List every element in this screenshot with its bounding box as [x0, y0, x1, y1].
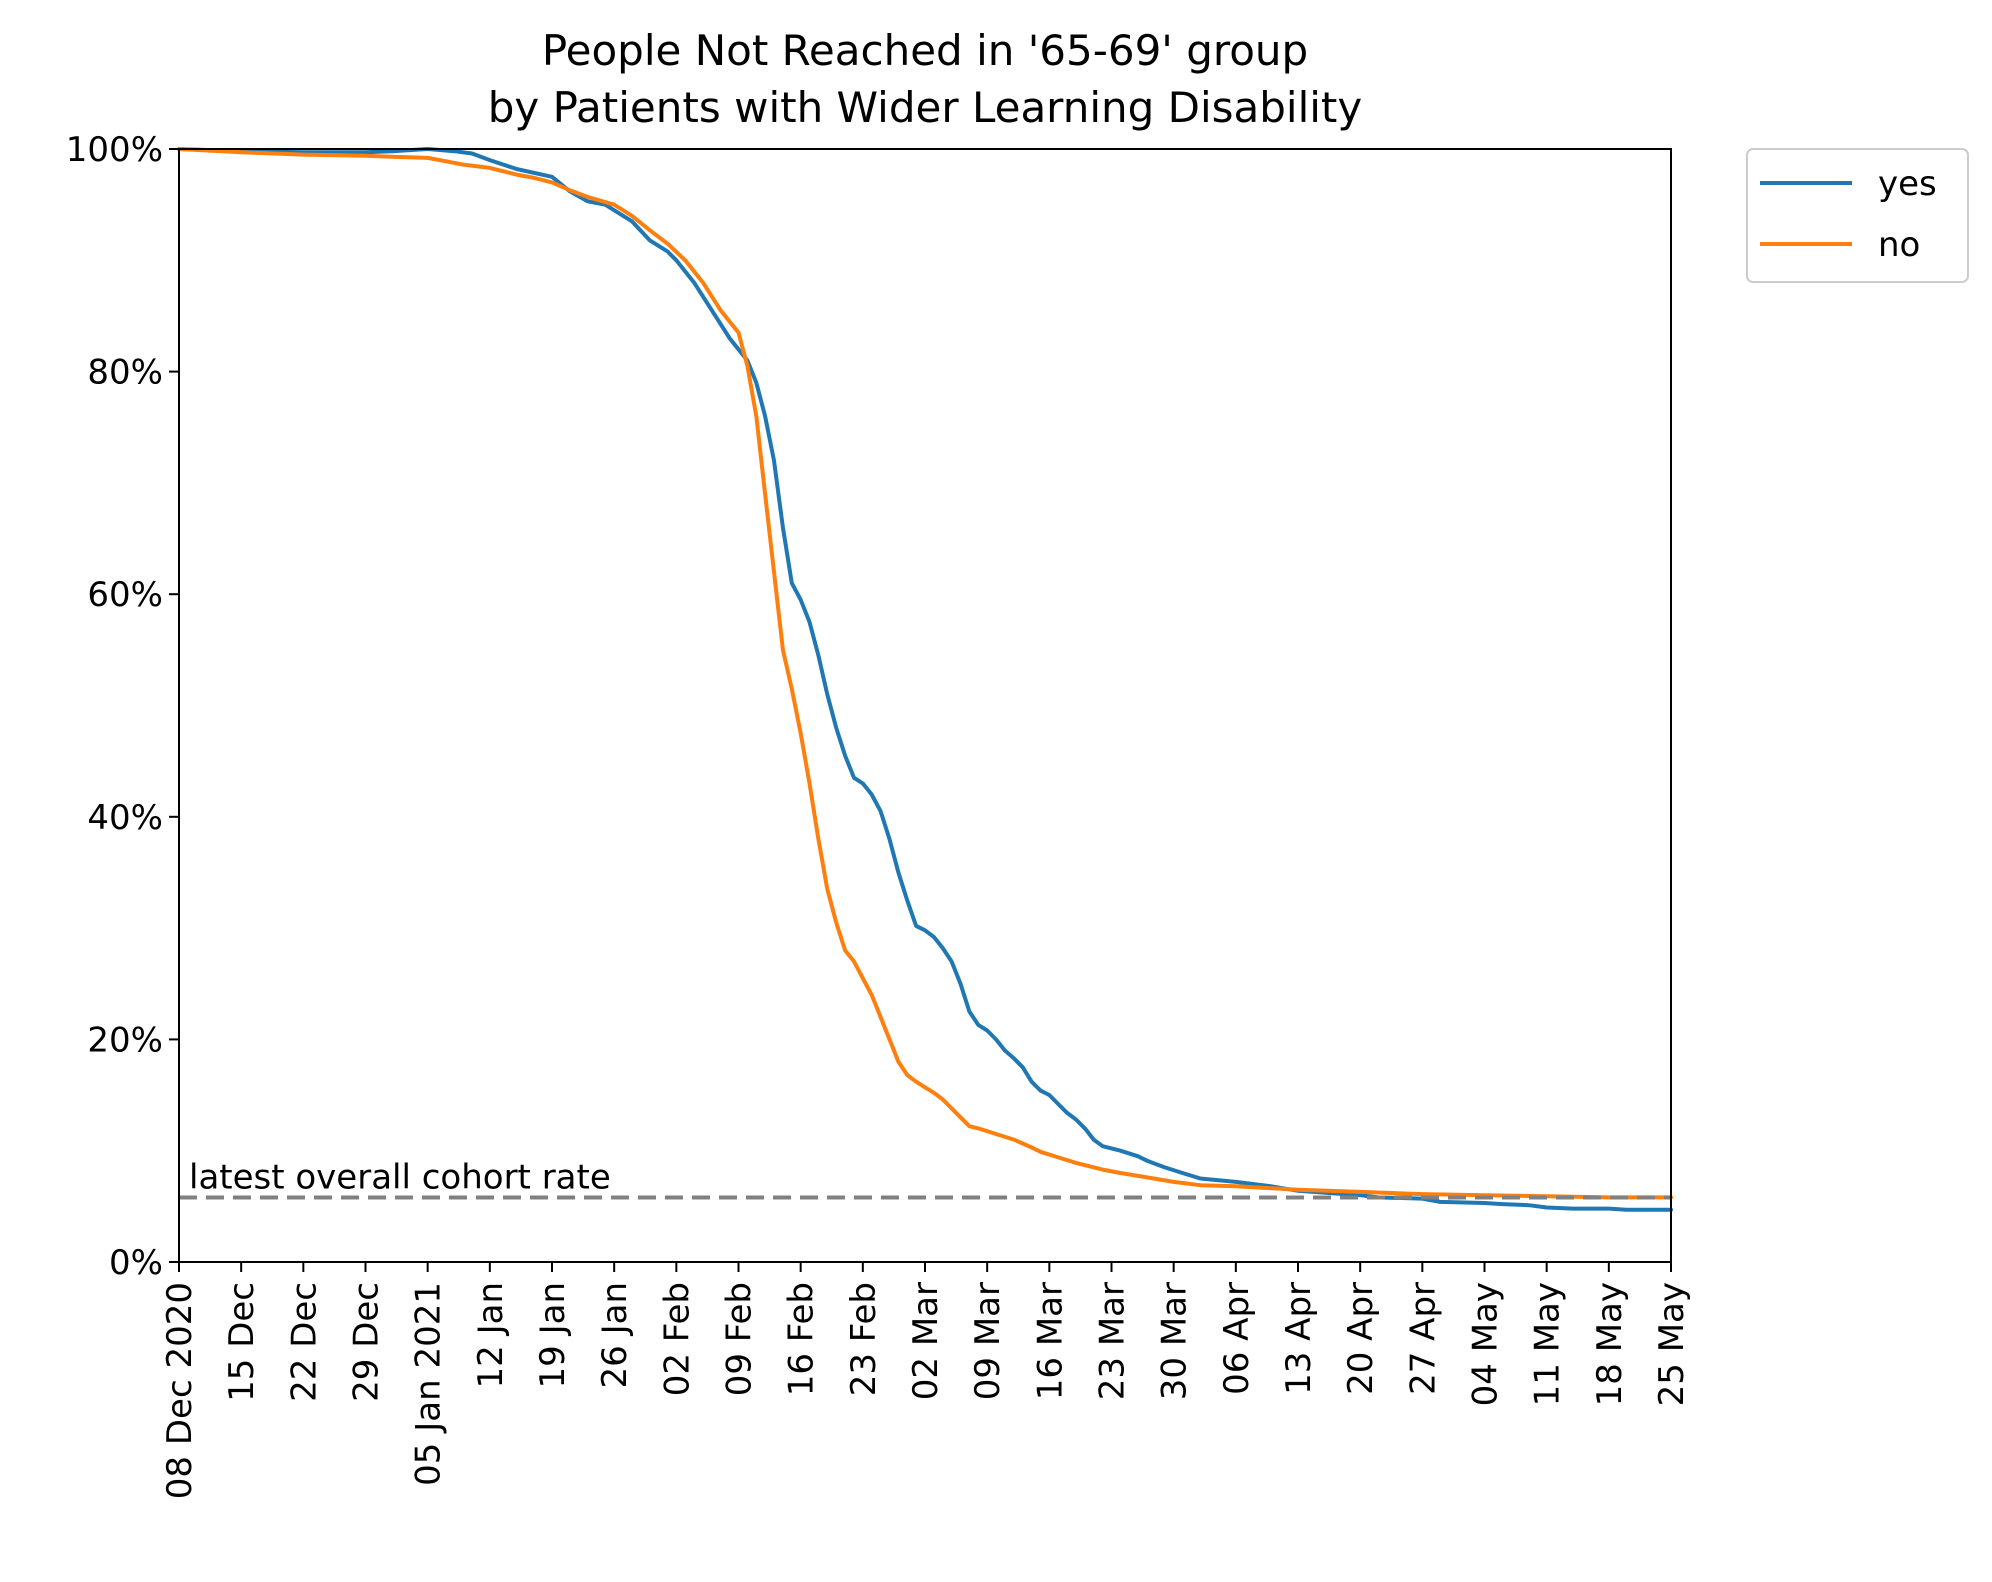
- x-tick-label: 25 May: [1652, 1282, 1692, 1406]
- y-tick-label: 20%: [87, 1020, 163, 1060]
- y-axis: 0% 20% 40% 60% 80% 100%: [66, 130, 179, 1283]
- x-tick-label: 04 May: [1466, 1282, 1506, 1406]
- x-tick-label: 20 Apr: [1341, 1282, 1381, 1395]
- x-tick-label: 02 Mar: [906, 1282, 946, 1400]
- x-tick-label: 05 Jan 2021: [409, 1282, 449, 1486]
- x-tick-label: 06 Apr: [1217, 1282, 1257, 1395]
- x-tick-label: 09 Feb: [720, 1282, 760, 1396]
- legend-label-yes: yes: [1878, 164, 1937, 204]
- x-tick-label: 16 Mar: [1030, 1282, 1070, 1400]
- series-line-yes: [177, 147, 1673, 1212]
- series-line-no: [177, 147, 1673, 1200]
- y-tick-label: 80%: [87, 353, 163, 393]
- x-tick-label: 27 Apr: [1403, 1282, 1443, 1395]
- y-tick-label: 60%: [87, 575, 163, 615]
- x-tick-label: 18 May: [1590, 1282, 1630, 1406]
- x-tick-label: 11 May: [1528, 1282, 1568, 1406]
- reference-line-label: latest overall cohort rate: [189, 1157, 611, 1197]
- x-tick-label: 12 Jan: [471, 1282, 511, 1388]
- chart-title-line-2: by Patients with Wider Learning Disabili…: [488, 83, 1363, 132]
- chart-title-line-1: People Not Reached in '65-69' group: [542, 26, 1308, 75]
- x-axis: 08 Dec 2020 15 Dec 22 Dec 29 Dec 05 Jan 2021…: [160, 1262, 1692, 1499]
- y-tick-label: 40%: [87, 798, 163, 838]
- x-tick-label: 08 Dec 2020: [160, 1282, 200, 1499]
- legend: yes no: [1746, 148, 1969, 283]
- x-tick-label: 26 Jan: [595, 1282, 635, 1388]
- x-tick-label: 23 Mar: [1093, 1282, 1133, 1400]
- x-tick-label: 16 Feb: [782, 1282, 822, 1396]
- x-tick-label: 02 Feb: [657, 1282, 697, 1396]
- x-tick-label: 13 Apr: [1279, 1282, 1319, 1395]
- x-tick-label: 22 Dec: [284, 1282, 324, 1402]
- x-tick-label: 23 Feb: [844, 1282, 884, 1396]
- plot-area: latest overall cohort rate: [177, 147, 1673, 1212]
- x-tick-label: 30 Mar: [1155, 1282, 1195, 1400]
- y-tick-label: 0%: [109, 1243, 163, 1283]
- x-tick-label: 29 Dec: [347, 1282, 387, 1402]
- x-tick-label: 19 Jan: [533, 1282, 573, 1388]
- y-tick-label: 100%: [66, 130, 163, 170]
- x-tick-label: 09 Mar: [968, 1282, 1008, 1400]
- legend-label-no: no: [1878, 225, 1920, 265]
- x-tick-label: 15 Dec: [222, 1282, 262, 1402]
